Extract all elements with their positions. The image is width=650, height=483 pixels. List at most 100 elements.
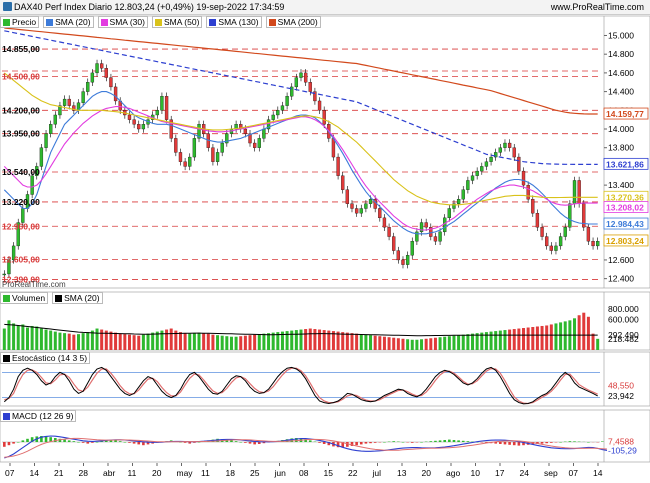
volume-bar — [267, 333, 271, 350]
candle — [480, 166, 484, 172]
legend-item[interactable]: SMA (20) — [52, 292, 103, 304]
macd-histogram-bar — [234, 441, 238, 442]
price-tag-label: 13.208,02 — [606, 203, 644, 213]
volume-bar — [443, 336, 447, 350]
volume-bar — [285, 331, 289, 350]
candle — [86, 82, 90, 92]
volume-bar — [577, 315, 581, 350]
volume-bar — [202, 333, 206, 350]
legend-label: SMA (50) — [163, 17, 200, 27]
volume-tick-label: 600.000 — [608, 314, 639, 324]
volume-bar — [127, 334, 131, 350]
candle — [294, 77, 299, 88]
candle — [252, 142, 257, 148]
candle — [577, 180, 581, 204]
volume-bar — [359, 334, 363, 350]
volume-bar — [155, 331, 159, 350]
macd-histogram-bar — [257, 442, 261, 444]
macd-tick-label: -105,29 — [608, 445, 637, 455]
candle — [558, 236, 563, 247]
y-tick-label: 14.600 — [608, 68, 634, 78]
candle — [415, 231, 419, 242]
volume-bar — [90, 330, 94, 350]
candle — [313, 91, 317, 102]
macd-histogram-bar — [359, 442, 363, 445]
candle — [303, 72, 308, 83]
legend-item[interactable]: SMA (20) — [43, 16, 94, 28]
macd-histogram-bar — [327, 442, 331, 446]
volume-bar — [188, 333, 192, 350]
macd-histogram-bar — [114, 440, 117, 442]
candle — [90, 72, 95, 83]
candle — [317, 100, 322, 111]
macd-histogram-bar — [248, 442, 252, 444]
candle — [484, 161, 489, 167]
candle — [243, 128, 248, 134]
legend-item[interactable]: SMA (130) — [206, 16, 262, 28]
y-tick-label: 13.800 — [608, 143, 634, 153]
sma200-line — [4, 27, 598, 115]
volume-bar — [512, 329, 516, 350]
volume-bar — [239, 336, 243, 350]
x-tick-label: jun — [274, 468, 287, 478]
candle — [174, 138, 178, 153]
watermark: ProRealTime.com — [2, 280, 66, 289]
macd-histogram-bar — [142, 442, 145, 446]
y-tick-label: 12.400 — [608, 274, 634, 284]
legend-label: SMA (20) — [55, 17, 91, 27]
candle — [137, 124, 141, 130]
volume-bar — [271, 332, 275, 350]
candle — [452, 203, 456, 209]
macd-histogram-bar — [123, 442, 127, 443]
candle — [155, 110, 159, 116]
x-tick-label: sep — [544, 468, 558, 478]
macd-histogram-bar — [494, 442, 497, 444]
legend-item[interactable]: Estocástico (14 3 5) — [0, 352, 91, 364]
volume-bar — [58, 332, 62, 350]
macd-histogram-bar — [517, 442, 521, 446]
candle — [531, 199, 535, 214]
panel-frame — [0, 409, 650, 463]
candle — [364, 203, 368, 209]
legend-item[interactable]: MACD (12 26 9) — [0, 410, 77, 422]
volume-bar — [206, 333, 210, 350]
candle — [299, 72, 303, 78]
y-tick-label: 14.800 — [608, 49, 634, 59]
volume-bar — [591, 333, 595, 350]
volume-bar — [522, 328, 526, 350]
level-label: 13.220,00 — [2, 197, 40, 207]
volume-bar — [53, 331, 57, 350]
volume-bar — [484, 332, 488, 350]
macd-histogram-bar — [105, 440, 108, 442]
candle — [345, 189, 350, 204]
instrument-icon — [3, 2, 12, 11]
legend-item[interactable]: Volumen — [0, 292, 49, 304]
candle — [211, 147, 215, 162]
macd-histogram-bar — [452, 440, 456, 442]
volume-bar — [229, 336, 233, 350]
macd-histogram-bar — [21, 440, 25, 442]
candle — [164, 96, 169, 120]
macd-histogram-bar — [253, 442, 256, 445]
candle — [368, 199, 373, 204]
legend-item[interactable]: Precio — [0, 16, 40, 28]
stoch-d-line — [4, 367, 598, 405]
candle — [285, 96, 289, 106]
candle — [489, 156, 493, 162]
volume-bar — [447, 336, 451, 350]
level-label: 12.390,00 — [2, 275, 40, 285]
legend-item[interactable]: SMA (200) — [265, 16, 321, 28]
volume-bar — [331, 331, 335, 350]
candle — [424, 222, 428, 228]
volume-bar — [114, 332, 118, 350]
macd-histogram-bar — [262, 442, 266, 444]
volume-bar — [30, 325, 34, 350]
site-link[interactable]: www.ProRealTime.com — [550, 2, 644, 12]
macd-histogram-bar — [341, 442, 345, 448]
legend-item[interactable]: SMA (50) — [151, 16, 203, 28]
volume-bar — [503, 330, 507, 350]
legend-item[interactable]: SMA (30) — [97, 16, 148, 28]
volume-bar — [573, 318, 577, 350]
volume-bar — [211, 334, 215, 350]
